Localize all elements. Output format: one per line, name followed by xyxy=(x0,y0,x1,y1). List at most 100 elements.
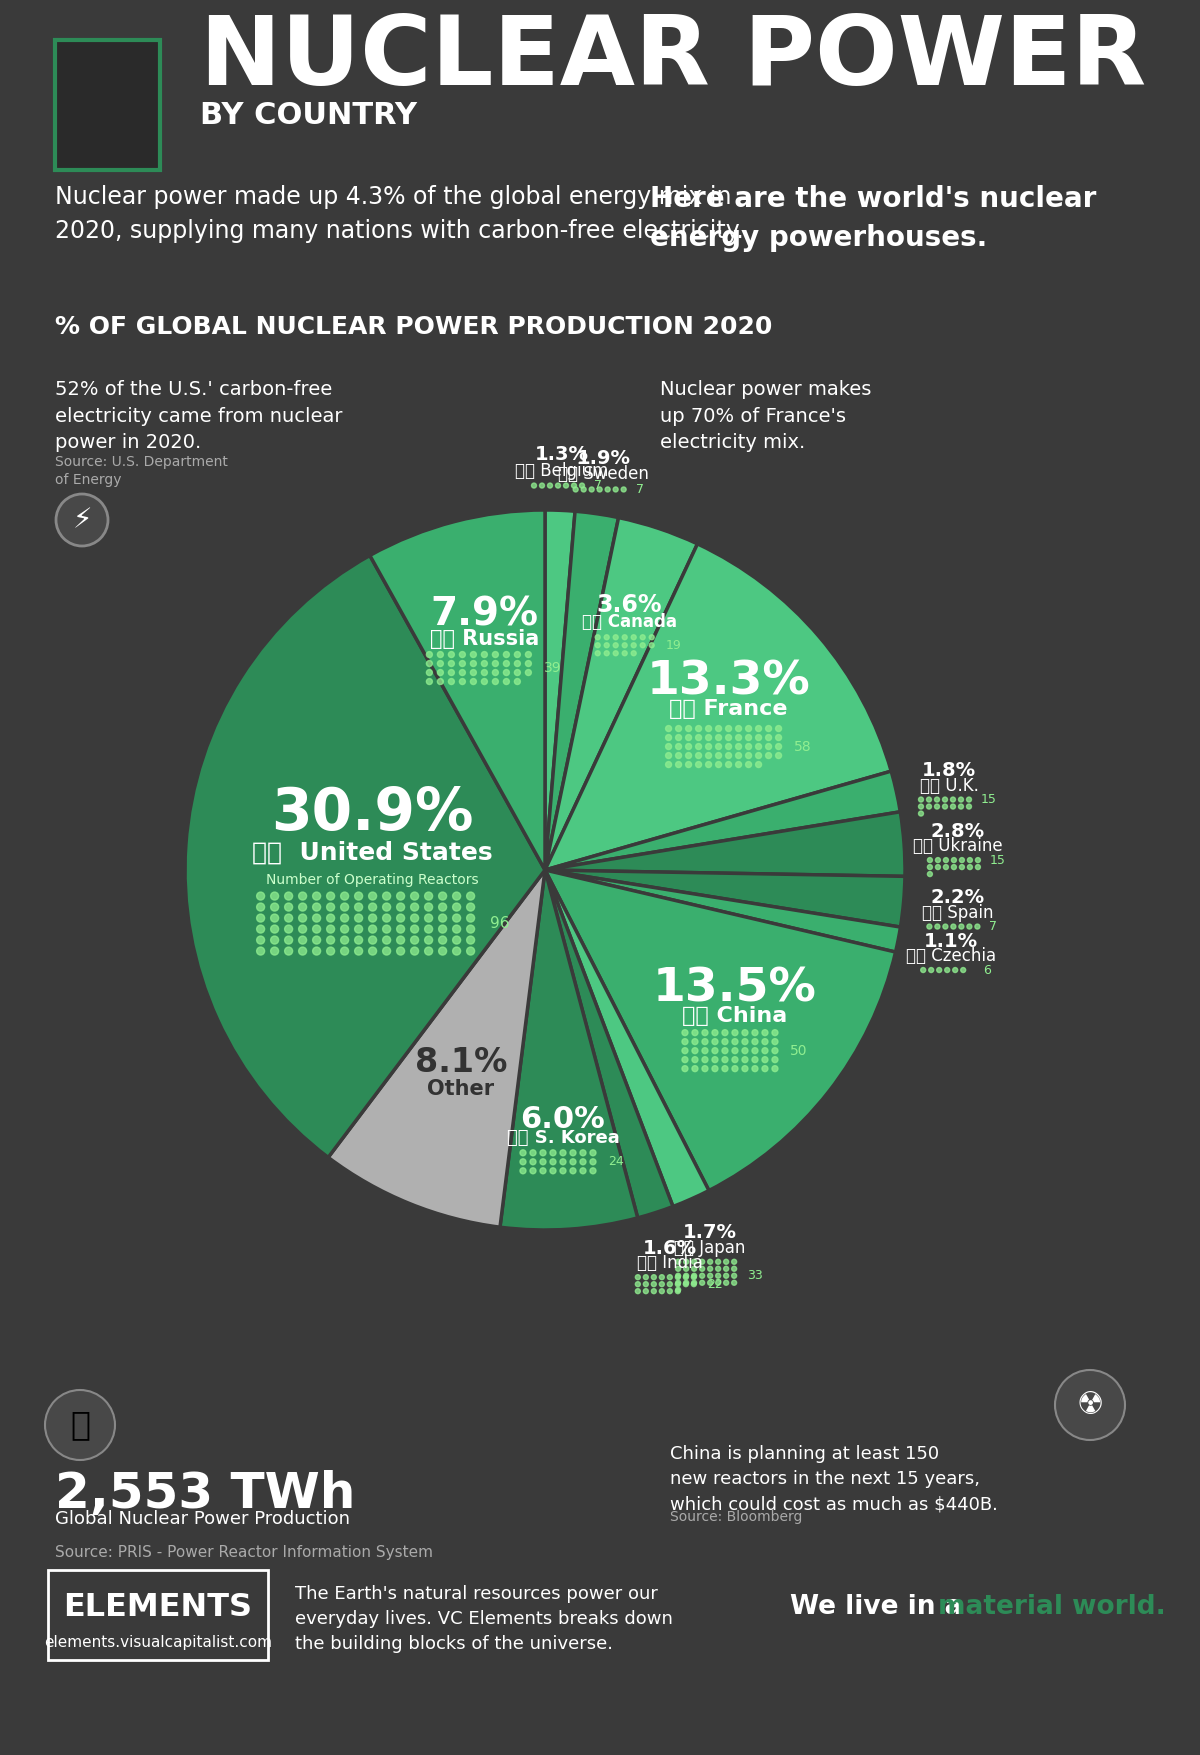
Circle shape xyxy=(691,1274,696,1279)
Circle shape xyxy=(676,735,682,741)
Circle shape xyxy=(732,1065,738,1072)
Circle shape xyxy=(326,925,335,934)
Circle shape xyxy=(589,486,594,491)
Circle shape xyxy=(706,725,712,732)
Text: 🇪🇸 Spain: 🇪🇸 Spain xyxy=(922,904,994,921)
Circle shape xyxy=(341,892,349,900)
Circle shape xyxy=(974,925,980,928)
Text: Source: U.S. Department
of Energy: Source: U.S. Department of Energy xyxy=(55,455,228,488)
Text: 🇨🇿 Czechia: 🇨🇿 Czechia xyxy=(906,948,996,965)
Circle shape xyxy=(425,935,433,944)
Circle shape xyxy=(540,483,545,488)
Circle shape xyxy=(676,1288,680,1293)
Circle shape xyxy=(425,892,433,900)
Circle shape xyxy=(481,670,487,676)
Circle shape xyxy=(368,935,377,944)
Circle shape xyxy=(503,651,509,658)
Circle shape xyxy=(368,948,377,955)
Circle shape xyxy=(649,635,654,641)
Circle shape xyxy=(742,1048,748,1053)
Circle shape xyxy=(766,725,772,732)
Circle shape xyxy=(976,858,980,862)
Circle shape xyxy=(560,1158,566,1165)
Circle shape xyxy=(397,892,404,900)
Circle shape xyxy=(685,744,691,749)
Circle shape xyxy=(313,948,320,955)
Circle shape xyxy=(756,762,762,767)
Circle shape xyxy=(299,948,307,955)
Circle shape xyxy=(659,1288,665,1293)
Text: Source: PRIS - Power Reactor Information System: Source: PRIS - Power Reactor Information… xyxy=(55,1544,433,1560)
Circle shape xyxy=(742,1065,748,1072)
Circle shape xyxy=(452,892,461,900)
Circle shape xyxy=(460,651,466,658)
Wedge shape xyxy=(545,544,892,870)
Circle shape xyxy=(762,1030,768,1035)
Circle shape xyxy=(745,753,751,758)
Circle shape xyxy=(547,483,552,488)
Circle shape xyxy=(550,1158,556,1165)
Circle shape xyxy=(722,1030,728,1035)
Circle shape xyxy=(313,904,320,911)
Circle shape xyxy=(570,1150,576,1157)
Circle shape xyxy=(943,865,948,869)
Circle shape xyxy=(520,1158,526,1165)
Text: 15: 15 xyxy=(980,793,997,806)
Circle shape xyxy=(257,904,265,911)
Circle shape xyxy=(605,486,610,491)
Circle shape xyxy=(439,914,446,921)
Circle shape xyxy=(56,493,108,546)
Circle shape xyxy=(271,914,278,921)
Circle shape xyxy=(299,892,307,900)
Circle shape xyxy=(590,1150,596,1157)
Circle shape xyxy=(284,892,293,900)
Circle shape xyxy=(452,925,461,934)
Text: 🇨🇦 Canada: 🇨🇦 Canada xyxy=(582,612,677,632)
Circle shape xyxy=(683,1274,689,1279)
Circle shape xyxy=(752,1048,758,1053)
Circle shape xyxy=(766,735,772,741)
Text: Other: Other xyxy=(427,1079,494,1099)
Circle shape xyxy=(467,948,475,955)
Circle shape xyxy=(918,797,924,802)
Circle shape xyxy=(920,967,925,972)
Text: 33: 33 xyxy=(748,1269,763,1283)
Circle shape xyxy=(682,1057,688,1062)
Circle shape xyxy=(715,1267,721,1271)
Circle shape xyxy=(756,725,762,732)
Circle shape xyxy=(437,679,443,684)
Circle shape xyxy=(944,967,949,972)
Text: 2.8%: 2.8% xyxy=(931,821,985,841)
Circle shape xyxy=(595,651,600,656)
Circle shape xyxy=(696,735,702,741)
Circle shape xyxy=(532,483,536,488)
Circle shape xyxy=(684,1274,689,1278)
Circle shape xyxy=(676,1286,680,1292)
Circle shape xyxy=(515,670,521,676)
Circle shape xyxy=(425,948,433,955)
Circle shape xyxy=(950,797,955,802)
Text: 8.1%: 8.1% xyxy=(415,1046,508,1079)
Circle shape xyxy=(676,1281,680,1286)
Circle shape xyxy=(706,762,712,767)
Circle shape xyxy=(943,858,948,862)
Text: 24: 24 xyxy=(608,1155,624,1169)
Circle shape xyxy=(659,1274,665,1279)
Circle shape xyxy=(467,914,475,921)
Circle shape xyxy=(257,892,265,900)
Circle shape xyxy=(935,804,940,809)
Circle shape xyxy=(284,948,293,955)
Circle shape xyxy=(936,858,941,862)
Circle shape xyxy=(712,1030,718,1035)
Circle shape xyxy=(439,935,446,944)
Circle shape xyxy=(928,872,932,876)
Circle shape xyxy=(666,762,672,767)
Circle shape xyxy=(326,935,335,944)
Circle shape xyxy=(676,762,682,767)
Circle shape xyxy=(520,1150,526,1157)
Circle shape xyxy=(715,744,721,749)
Circle shape xyxy=(604,642,610,648)
Circle shape xyxy=(426,651,432,658)
Circle shape xyxy=(635,1281,641,1286)
Circle shape xyxy=(682,1030,688,1035)
